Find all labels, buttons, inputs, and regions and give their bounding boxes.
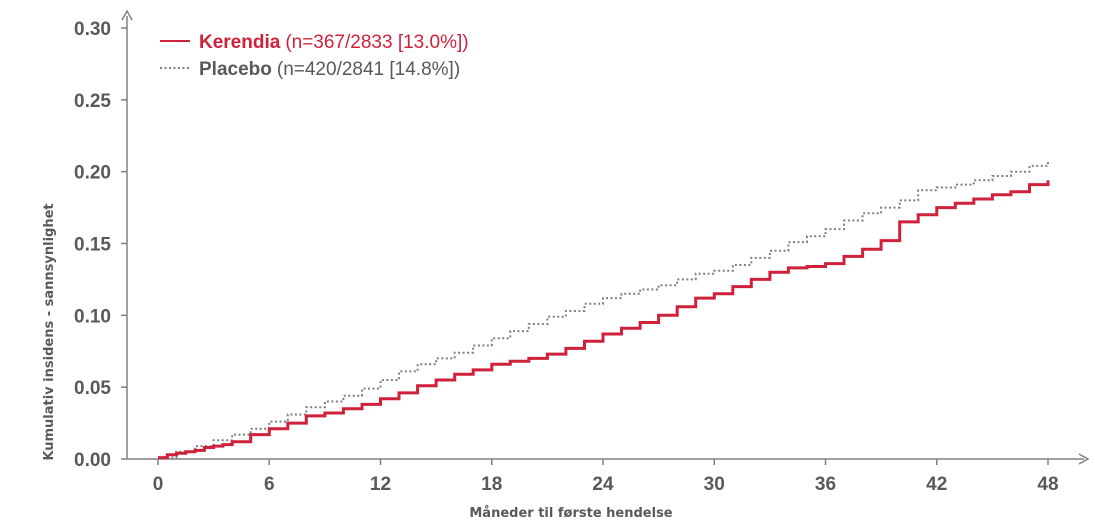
x-tick-label: 48 <box>1037 474 1058 495</box>
x-tick-label: 18 <box>481 474 502 495</box>
x-axis-arrow <box>1078 453 1090 465</box>
legend-label-placebo: Placebo (n=420/2841 [14.8%]) <box>199 59 460 80</box>
x-tick-label: 30 <box>704 474 725 495</box>
x-tick-label: 0 <box>153 474 164 495</box>
y-tick-label: 0.15 <box>74 235 111 256</box>
x-tick-label: 42 <box>926 474 947 495</box>
series-layer <box>158 160 1050 460</box>
legend-series-detail: (n=367/2833 [13.0%]) <box>285 32 468 53</box>
x-tick-label: 36 <box>815 474 836 495</box>
y-tick-label: 0.10 <box>74 306 111 327</box>
series-line-kerendia <box>158 180 1050 460</box>
y-axis-title: Kumulativ insidens - sannsynlighet <box>42 203 57 460</box>
series-line-placebo <box>158 160 1049 459</box>
legend-series-name: Placebo <box>199 59 272 80</box>
legend: Kerendia (n=367/2833 [13.0%]) Placebo (n=42… <box>160 32 469 80</box>
legend-series-detail: (n=420/2841 [14.8%]) <box>277 59 460 80</box>
y-tick-label: 0.05 <box>74 378 111 399</box>
legend-label-kerendia: Kerendia (n=367/2833 [13.0%]) <box>199 32 469 53</box>
x-axis-title: Måneder til første hendelse <box>469 506 672 521</box>
x-tick-label: 24 <box>592 474 614 495</box>
y-tick-label: 0.20 <box>74 163 111 184</box>
y-tick-label: 0.30 <box>74 19 111 40</box>
x-tick-label: 6 <box>264 474 275 495</box>
x-tick-label: 12 <box>370 474 391 495</box>
y-tick-label: 0.25 <box>74 91 111 112</box>
legend-series-name: Kerendia <box>199 32 281 53</box>
y-tick-label: 0.00 <box>74 450 111 471</box>
y-axis-arrow <box>121 9 133 21</box>
axes-layer: 0.00 0.05 0.10 0.15 0.20 0.25 0.30 0 6 12 18 24 30 36… <box>74 9 1090 495</box>
